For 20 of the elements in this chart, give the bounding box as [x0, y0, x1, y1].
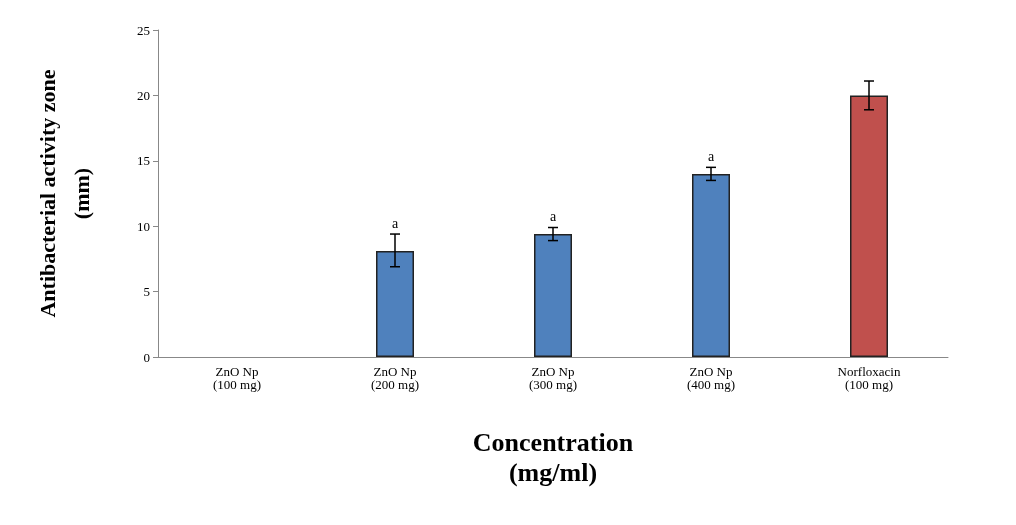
bar: [692, 173, 730, 357]
x-tick-label: Norfloxacin (100 mg): [837, 364, 901, 392]
x-tick-label: ZnO Np (300 mg): [528, 364, 578, 392]
annotation: a: [707, 148, 715, 164]
y-tick-label: 10: [137, 218, 150, 234]
y-tick-label: 25: [137, 22, 150, 38]
y-axis-title: Antibacterial activity zone (mm): [34, 69, 94, 318]
y-tick-label: 0: [143, 349, 150, 365]
bar: [376, 251, 414, 357]
x-tick-label: ZnO Np (100 mg): [212, 364, 262, 392]
y-tick-label: 20: [137, 87, 150, 103]
bar: [534, 234, 572, 357]
annotation: a: [549, 209, 557, 225]
x-tick-label: ZnO Np (200 mg): [370, 364, 420, 392]
annotation: a: [391, 215, 399, 231]
x-axis-title: Concentration (mg/ml): [472, 427, 634, 487]
y-tick-label: 5: [143, 284, 150, 300]
x-tick-label: ZnO Np (400 mg): [686, 364, 736, 392]
y-tick-label: 15: [137, 153, 150, 169]
bar: [850, 95, 888, 357]
